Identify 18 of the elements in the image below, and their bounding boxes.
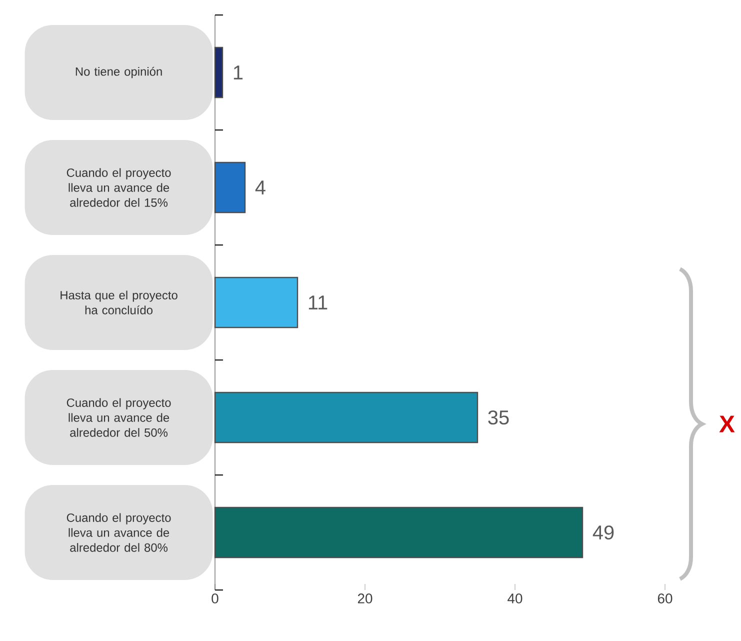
data-label: 49 [592, 525, 614, 540]
x-tick-label: 0 [212, 594, 218, 604]
x-tick-label: 60 [658, 594, 672, 604]
y-tick-label: Cuando el proyecto lleva un avance de alrededor del 80% [66, 513, 171, 552]
x-tick-label: 40 [508, 594, 522, 604]
text: X [719, 416, 735, 432]
bar [214, 46, 224, 98]
x-tick-label: 20 [358, 594, 372, 604]
y-tick-label: Hasta que el proyecto ha concluído [60, 290, 178, 314]
data-label: 1 [234, 66, 243, 80]
data-label: 4 [255, 180, 266, 194]
y-tick-label: Cuando el proyecto lleva un avance de alrededor del 50% [66, 398, 171, 437]
data-label: 11 [308, 296, 328, 310]
bar [214, 162, 246, 214]
y-tick-label: No tiene opinión [76, 66, 162, 78]
bar [214, 276, 298, 328]
data-label: 35 [488, 410, 509, 425]
y-tick-label: Cuando el proyecto lleva un avance de alrededor del 15% [66, 168, 171, 207]
